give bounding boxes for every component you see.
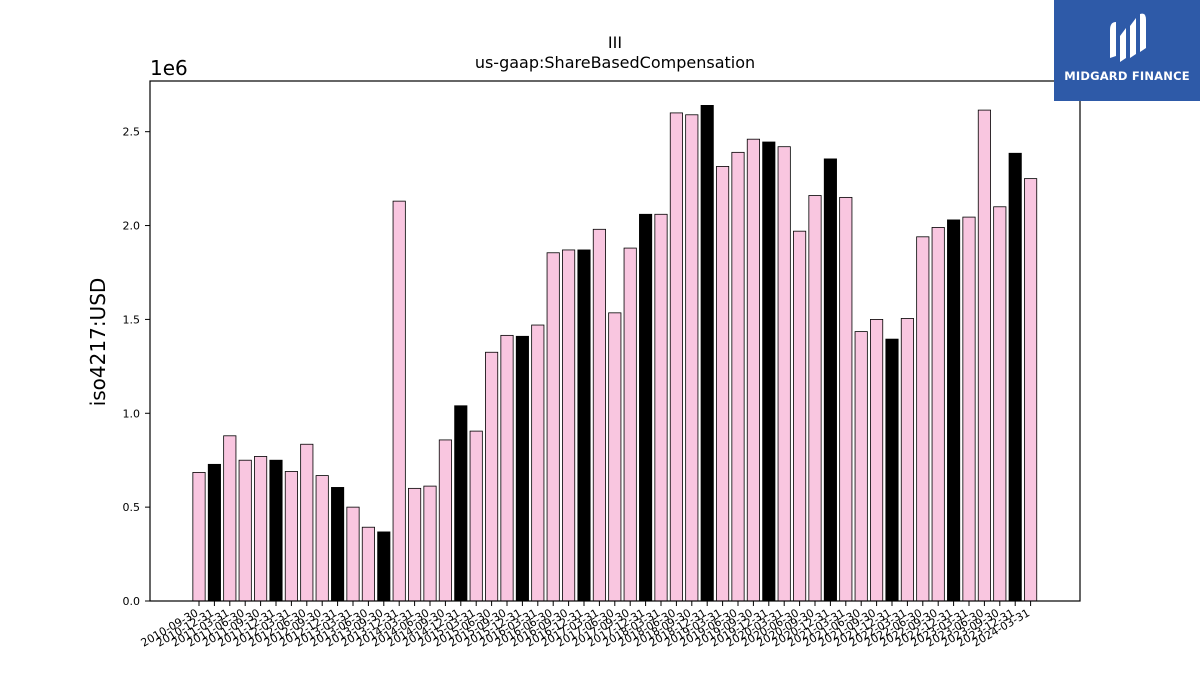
bar-2011-12-31 <box>269 459 283 602</box>
x-axis: 2010-09-302010-12-312011-03-312011-06-30… <box>139 601 1032 650</box>
bar-2012-03-31 <box>284 471 298 602</box>
bar-2019-03-31 <box>716 166 730 602</box>
bar-2020-03-31 <box>777 146 791 602</box>
bar-2015-12-31 <box>515 335 529 602</box>
bar-2018-12-31 <box>700 105 714 602</box>
bar-2020-12-31 <box>823 158 837 602</box>
bar-2019-09-30 <box>746 138 760 602</box>
bar-2016-06-30 <box>546 252 560 602</box>
bar-2017-09-30 <box>623 247 637 602</box>
y-tick-label: 1.0 <box>123 407 141 420</box>
bar-2022-06-30 <box>916 236 930 602</box>
bar-2023-06-30 <box>977 109 991 602</box>
bar-2023-12-31 <box>1008 152 1022 602</box>
plot-frame <box>149 80 1081 602</box>
bar-2023-03-31 <box>962 216 976 602</box>
bar-2014-03-31 <box>408 487 422 602</box>
y-axis-offset-label: 1e6 <box>150 56 188 80</box>
bar-2010-12-31 <box>207 463 221 602</box>
bar-2012-12-31 <box>331 487 345 602</box>
bar-2013-06-30 <box>361 526 375 602</box>
bar-2010-09-30 <box>192 472 206 602</box>
bar-2015-09-30 <box>500 334 514 602</box>
y-axis-label: iso4217:USD <box>86 278 110 407</box>
bar-2016-12-31 <box>577 249 591 602</box>
bar-2022-09-30 <box>931 227 945 602</box>
y-tick-label: 0.5 <box>123 501 141 514</box>
bar-2021-09-30 <box>870 319 884 602</box>
bar-2013-12-31 <box>392 200 406 602</box>
bar-2016-03-31 <box>531 324 545 602</box>
bar-2018-03-31 <box>654 213 668 602</box>
bar-2017-03-31 <box>592 228 606 602</box>
bar-2024-03-31 <box>1024 178 1038 602</box>
bar-2023-09-30 <box>993 206 1007 602</box>
y-tick-label: 2.0 <box>123 220 141 233</box>
bar-2013-09-30 <box>377 531 391 602</box>
brand-logo: MIDGARD FINANCE <box>1054 0 1200 101</box>
bar-2021-03-31 <box>839 196 853 602</box>
bar-2022-12-31 <box>947 219 961 602</box>
bar-2011-03-31 <box>223 435 237 602</box>
chart-title: III <box>608 33 622 52</box>
bar-2012-06-30 <box>300 443 314 602</box>
bar-2021-12-31 <box>885 338 899 602</box>
y-tick-label: 1.5 <box>123 313 141 326</box>
bar-2011-06-30 <box>238 459 252 602</box>
bar-2017-12-31 <box>639 213 653 602</box>
bar-2020-06-30 <box>793 230 807 602</box>
bar-2019-12-31 <box>762 141 776 602</box>
bar-2015-06-30 <box>485 351 499 602</box>
bar-2015-03-31 <box>469 430 483 602</box>
bar-2013-03-31 <box>346 506 360 602</box>
brand-name: MIDGARD FINANCE <box>1064 69 1190 83</box>
bar-2017-06-30 <box>608 312 622 602</box>
bar-2019-06-30 <box>731 151 745 602</box>
brand-mark-icon <box>1110 13 1146 62</box>
bar-2011-09-30 <box>254 456 268 602</box>
y-tick-label: 0.0 <box>123 595 141 608</box>
bar-2021-06-30 <box>854 331 868 602</box>
bar-2020-09-30 <box>808 195 822 602</box>
bar-2018-09-30 <box>685 114 699 602</box>
bar-2022-03-31 <box>900 318 914 602</box>
bar-series <box>192 105 1038 602</box>
y-tick-label: 2.5 <box>123 126 141 139</box>
y-axis: 0.0 0.5 1.0 1.5 2.0 2.5 <box>123 126 150 608</box>
bar-2016-09-30 <box>562 249 576 602</box>
bar-2012-09-30 <box>315 475 329 602</box>
chart-subtitle: us-gaap:ShareBasedCompensation <box>475 53 755 72</box>
bar-2014-09-30 <box>438 439 452 602</box>
bar-2014-06-30 <box>423 485 437 602</box>
bar-2018-06-30 <box>669 112 683 602</box>
bar-2014-12-31 <box>454 405 468 602</box>
